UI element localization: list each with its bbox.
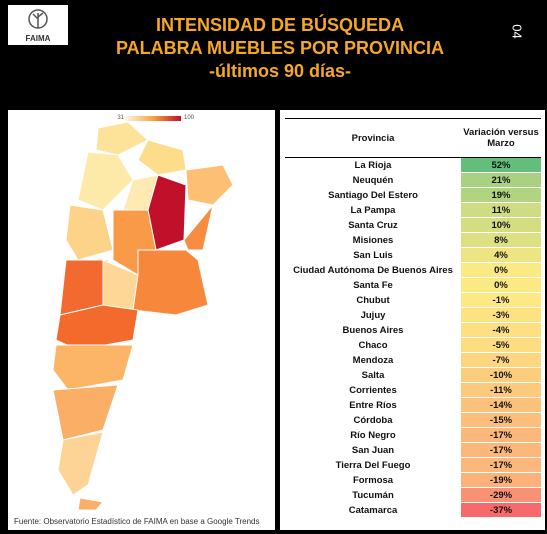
logo-text: FAIMA [25,34,51,43]
change: -10% [461,367,541,383]
table-panel: Provincia Variación versus Marzo La Rioja… [280,110,545,530]
change: 10% [461,217,541,233]
province: Tierra Del Fuego [285,457,461,473]
province: Misiones [285,232,461,248]
province: Salta [285,367,461,383]
table-row: Santa Fe 0% [285,277,541,293]
table-row: La Rioja 52% [285,157,541,173]
province: San Juan [285,442,461,458]
change: -11% [461,382,541,398]
title-line: PALABRA MUEBLES POR PROVINCIA [115,38,445,58]
title-line: -últimos 90 días- [208,61,352,81]
change: -29% [461,487,541,503]
table-row: Santiago Del Estero 19% [285,187,541,203]
province: La Pampa [285,202,461,218]
province: Río Negro [285,427,461,443]
change: 8% [461,232,541,248]
province: Entre Ríos [285,397,461,413]
change: 4% [461,247,541,263]
province: Jujuy [285,307,461,323]
table-body: La Rioja 52% Neuquén 21% Santiago Del Estero… [285,157,541,518]
province: Córdoba [285,412,461,428]
change: -19% [461,472,541,488]
legend-bar [126,116,181,121]
change: -17% [461,442,541,458]
table-row: Catamarca -37% [285,502,541,518]
header-row: Provincia Variación versus Marzo [285,118,541,158]
province: Buenos Aires [285,322,461,338]
table-row: Chaco -5% [285,337,541,353]
table-row: Ciudad Autónoma De Buenos Aires 0% [285,262,541,278]
table-row: Río Negro -17% [285,427,541,443]
change: -4% [461,322,541,338]
table-row: Entre Ríos -14% [285,397,541,413]
table-row: Córdoba -15% [285,412,541,428]
table-row: Jujuy -3% [285,307,541,323]
province: Tucumán [285,487,461,503]
province: Corrientes [285,382,461,398]
province: Mendoza [285,352,461,368]
change: -17% [461,457,541,473]
title-line: INTENSIDAD DE BÚSQUEDA [155,15,405,35]
logo: FAIMA [8,5,68,45]
change: -7% [461,352,541,368]
legend-min: 31 [117,115,124,121]
province: Formosa [285,472,461,488]
change: -17% [461,427,541,443]
change: 11% [461,202,541,218]
table-row: Formosa -19% [285,472,541,488]
change: -15% [461,412,541,428]
change: 0% [461,277,541,293]
province: La Rioja [285,157,461,173]
change: 19% [461,187,541,203]
province: Chubut [285,292,461,308]
source: Fuente: Observatorio Estadístico de FAIM… [14,517,260,526]
province: Santiago Del Estero [285,187,461,203]
province: Neuquén [285,172,461,188]
change: -3% [461,307,541,323]
page-number: 04 [509,24,525,39]
province: Catamarca [285,502,461,518]
table-row: San Juan -17% [285,442,541,458]
table-row: Santa Cruz 10% [285,217,541,233]
logo-icon [28,9,48,29]
table-row: Chubut -1% [285,292,541,308]
change: 52% [461,157,541,173]
table-row: Buenos Aires -4% [285,322,541,338]
table-row: Neuquén 21% [285,172,541,188]
province: Ciudad Autónoma De Buenos Aires [285,262,461,278]
table-row: Mendoza -7% [285,352,541,368]
change: -37% [461,502,541,518]
change: -1% [461,292,541,308]
change: 21% [461,172,541,188]
table-row: Corrientes -11% [285,382,541,398]
province: San Luis [285,247,461,263]
province: Santa Fe [285,277,461,293]
column-header: Provincia [285,118,461,158]
change: 0% [461,262,541,278]
table-row: Tucumán -29% [285,487,541,503]
change: -14% [461,397,541,413]
table-row: Tierra Del Fuego -17% [285,457,541,473]
title: INTENSIDAD DE BÚSQUEDA PALABRA MUEBLES P… [60,14,500,83]
legend-max: 100 [184,115,195,121]
province: Santa Cruz [285,217,461,233]
table-row: San Luis 4% [285,247,541,263]
table: Provincia Variación versus Marzo La Rioja… [285,118,541,518]
change: -5% [461,337,541,353]
table-row: La Pampa 11% [285,202,541,218]
column-header: Variación versus Marzo [461,118,541,158]
table-row: Salta -10% [285,367,541,383]
province: Chaco [285,337,461,353]
map-panel: 31 100 Fuente: Observatorio Estadístico … [8,110,275,530]
map: 31 100 [52,115,234,511]
provinces [52,121,234,511]
table-row: Misiones 8% [285,232,541,248]
